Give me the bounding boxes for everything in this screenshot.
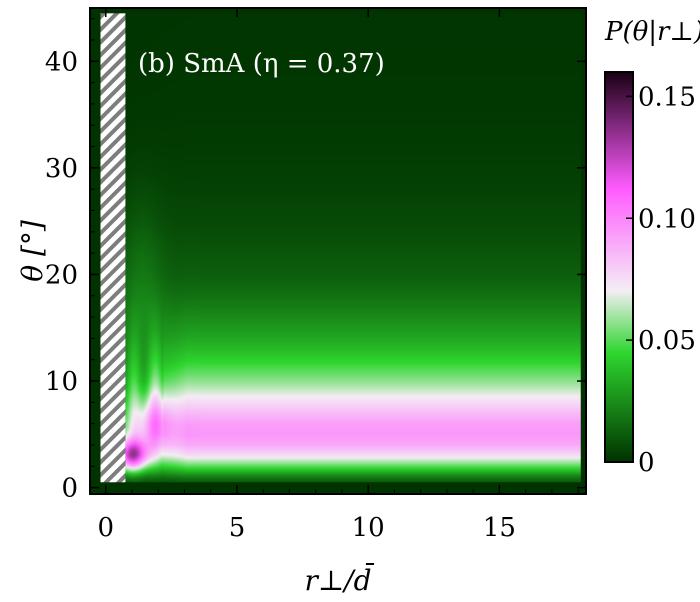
panel-annotation: (b) SmA (η = 0.37) bbox=[138, 49, 385, 79]
x-tick-label: 5 bbox=[229, 513, 246, 543]
x-axis: 0 5 10 15 bbox=[97, 8, 579, 543]
excluded-region-hatch bbox=[100, 13, 126, 483]
y-axis-title: θ [°] bbox=[16, 220, 49, 282]
colorbar-tick-label: 0.05 bbox=[638, 326, 696, 356]
x-axis-title: r⊥/d̄ bbox=[304, 562, 375, 597]
x-tick-label: 15 bbox=[483, 513, 516, 543]
x-tick-label: 0 bbox=[97, 513, 114, 543]
plot-frame bbox=[89, 7, 587, 495]
x-tick-label: 10 bbox=[352, 513, 385, 543]
colorbar-ticks: 0 0.05 0.10 0.15 bbox=[626, 82, 696, 478]
heatmap bbox=[125, 13, 581, 483]
y-tick-label: 30 bbox=[45, 154, 78, 184]
colorbar-tick-label: 0.15 bbox=[638, 82, 696, 112]
colorbar-tick-label: 0.10 bbox=[638, 204, 696, 234]
y-tick-label: 10 bbox=[45, 367, 78, 397]
y-tick-label: 0 bbox=[61, 474, 78, 504]
y-axis: 0 10 20 30 40 bbox=[45, 18, 586, 504]
colorbar-tick-label: 0 bbox=[638, 448, 655, 478]
y-tick-label: 40 bbox=[45, 47, 78, 77]
colorbar-gradient bbox=[605, 72, 633, 462]
colorbar-frame bbox=[604, 71, 634, 463]
plot-area: (b) SmA (η = 0.37) bbox=[90, 8, 586, 494]
y-tick-label: 20 bbox=[45, 260, 78, 290]
colorbar-title: P(θ|r⊥) bbox=[604, 17, 700, 47]
colorbar: P(θ|r⊥) 0 0.05 0.10 0.15 bbox=[604, 17, 700, 478]
